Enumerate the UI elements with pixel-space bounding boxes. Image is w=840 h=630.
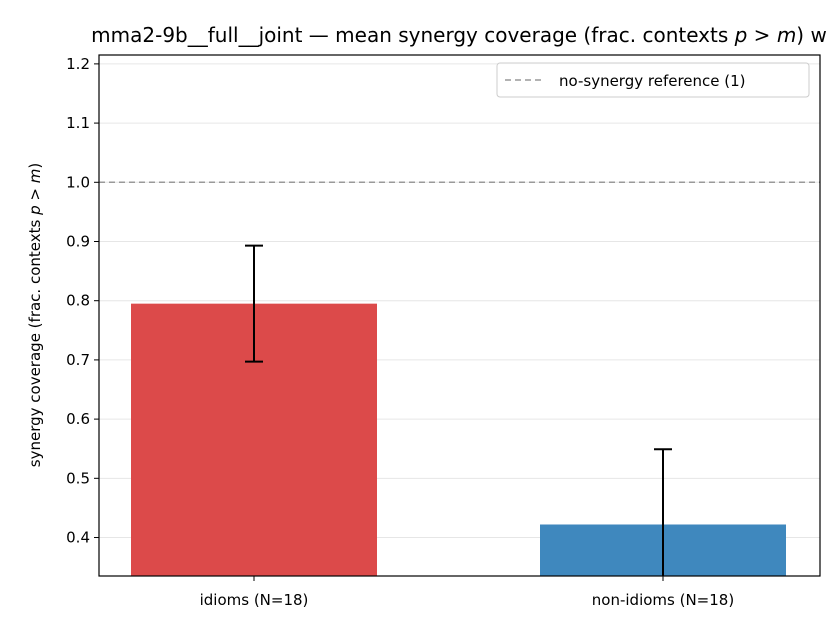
y-tick-label: 0.5	[66, 469, 90, 487]
y-ticks-layer: 0.4 0.5 0.6 0.7 0.8 0.9 1.0 1.1 1.2	[66, 55, 99, 547]
x-tick-label: non-idioms (N=18)	[592, 591, 734, 609]
legend: no-synergy reference (1)	[496, 62, 810, 98]
plot-frame	[98, 54, 821, 577]
y-tick-label: 1.2	[66, 55, 90, 73]
y-axis-label: synergy coverage (frac. contexts p > m)	[26, 163, 44, 467]
bars-layer	[131, 303, 786, 576]
chart-title: mma2-9b__full__joint — mean synergy cove…	[91, 23, 827, 47]
y-tick-label: 0.4	[66, 529, 90, 547]
legend-reference-label: no-synergy reference (1)	[559, 72, 746, 90]
y-tick-label: 0.8	[66, 292, 90, 310]
y-tick-label: 0.7	[66, 351, 90, 369]
y-tick-label: 0.9	[66, 232, 90, 250]
legend-box	[496, 62, 810, 98]
y-tick-label: 1.0	[66, 173, 90, 191]
x-ticks-layer: idioms (N=18) non-idioms (N=18)	[200, 576, 734, 609]
x-tick-label: idioms (N=18)	[200, 591, 309, 609]
y-tick-label: 1.1	[66, 114, 90, 132]
y-tick-label: 0.6	[66, 410, 90, 428]
error-bars-layer	[245, 244, 672, 576]
